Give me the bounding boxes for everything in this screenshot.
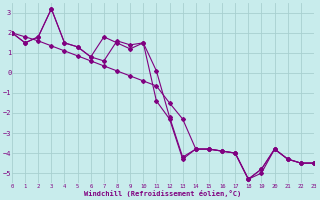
X-axis label: Windchill (Refroidissement éolien,°C): Windchill (Refroidissement éolien,°C) <box>84 190 242 197</box>
